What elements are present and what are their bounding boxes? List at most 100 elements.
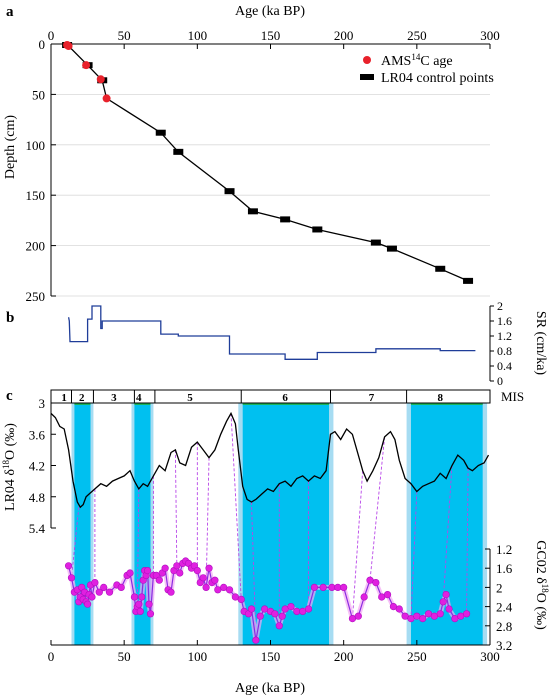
lr04-control-point xyxy=(247,208,258,215)
gc02-data-point xyxy=(64,562,73,570)
lr04-control-point xyxy=(173,148,184,155)
panel-b-ytick-label: 0 xyxy=(497,374,503,388)
gc02-data-point xyxy=(360,593,368,601)
gc02-data-point xyxy=(91,578,99,587)
panel-c-left-ytick-label: 5.4 xyxy=(29,521,46,536)
panel-c-left-ytick-label: 4.8 xyxy=(29,490,45,505)
gc02-data-point xyxy=(126,569,134,577)
gc02-data-point xyxy=(100,583,108,592)
gc02-data-point xyxy=(442,590,450,599)
lr04-control-point xyxy=(463,277,474,284)
gc02-data-point xyxy=(88,593,96,601)
gc02-data-point xyxy=(256,612,264,620)
mis-stage-label: 6 xyxy=(282,392,288,404)
lr04-control-point xyxy=(224,188,235,195)
gc02-data-point xyxy=(383,590,392,599)
gc02-data-point xyxy=(167,588,175,596)
panel-c-xtick-label: 0 xyxy=(48,649,55,664)
ams14c-age-point xyxy=(96,75,105,84)
gc02-data-point xyxy=(135,600,143,608)
gc02-data-point xyxy=(354,612,362,620)
panel-c-right-ytick-label: 2.4 xyxy=(496,600,513,615)
panel-c-oxygen-isotopes: 1 2 3 4 5 6 7 833.64.24.85.41.21.622.42.83.20 50… xyxy=(29,389,513,664)
mis-stage-label: 2 xyxy=(79,392,85,404)
panel-label-c: c xyxy=(6,388,13,404)
gc02-data-point xyxy=(225,586,234,594)
panel-label-a: a xyxy=(6,4,14,20)
panel-b-ytick-label: 1.6 xyxy=(497,314,512,328)
panel-a-ytick-label: 50 xyxy=(32,87,45,102)
correlation-tie-line xyxy=(230,413,242,600)
panel-a-xlabel: Age (ka BP) xyxy=(235,4,305,19)
panel-b-ytick-label: 0.4 xyxy=(497,359,512,373)
legend-lr04-marker xyxy=(360,74,374,80)
gc02-data-point xyxy=(439,598,447,606)
lr04-control-point xyxy=(386,245,397,252)
gc02-data-point xyxy=(143,566,152,575)
gc02-data-point xyxy=(278,612,286,620)
panel-a-xtick-label: 50 xyxy=(118,28,131,43)
panel-c-left-ytick-label: 3.6 xyxy=(29,427,46,442)
correlation-tie-line xyxy=(442,465,453,602)
panel-c-right-ytick-label: 2 xyxy=(496,580,503,595)
panel-a-ytick-label: 0 xyxy=(39,37,46,52)
gc02-data-point xyxy=(287,602,295,611)
mis-stage-label: 3 xyxy=(111,392,117,404)
gc02-data-point xyxy=(67,574,76,582)
panel-a-ytick-label: 150 xyxy=(26,188,46,203)
correlation-tie-line xyxy=(71,507,80,578)
panel-a-ytick-label: 100 xyxy=(26,138,46,153)
gc02-data-point xyxy=(436,610,444,618)
gc02-data-point xyxy=(83,600,92,608)
correlation-tie-line xyxy=(369,436,386,581)
sedimentation-rate-line xyxy=(67,305,476,360)
panel-a-ytick-label: 250 xyxy=(26,289,46,304)
gc02-data-point xyxy=(176,569,184,577)
panel-a-xtick-label: 100 xyxy=(188,28,208,43)
panel-c-right-ytick-label: 2.8 xyxy=(496,619,512,634)
panel-c-right-ytick-label: 1.2 xyxy=(496,542,512,557)
lr04-control-point xyxy=(312,226,323,233)
panel-label-b: b xyxy=(6,310,14,326)
mis-stage-label: 1 xyxy=(61,392,67,404)
panel-b-ytick-label: 1.2 xyxy=(497,329,512,343)
panel-c-right-ytick-label: 1.6 xyxy=(496,561,513,576)
glacial-shading xyxy=(74,403,91,645)
panel-c-xtick-label: 50 xyxy=(118,649,131,664)
gc02-data-point xyxy=(130,593,139,601)
gc02-data-point xyxy=(372,578,380,587)
panel-a-depth-age: 0 50 100 150 200 250 0 50 100 150 200 250 300 xyxy=(26,28,500,304)
panel-a-xtick-label: 300 xyxy=(480,28,500,43)
panel-a-xtick-label: 150 xyxy=(261,28,281,43)
panel-c-right-ylabel: GC02 δ18O (‰) xyxy=(533,540,550,630)
panel-a-xtick-label: 200 xyxy=(334,28,354,43)
panel-c-left-ylabel: LR04 δ18O (‰) xyxy=(1,423,18,511)
gc02-data-point xyxy=(271,610,279,618)
lr04-control-point xyxy=(435,265,446,272)
glacial-shading xyxy=(242,403,330,645)
lr04-control-point xyxy=(370,239,381,246)
gc02-data-point xyxy=(445,605,453,613)
gc02-data-point xyxy=(136,607,144,616)
panel-b-ylabel: SR (cm/ka) xyxy=(533,311,548,375)
panel-b-sedimentation-rate: 00.40.81.21.62 xyxy=(67,299,512,388)
correlation-tie-line xyxy=(410,491,418,619)
panel-a-ylabel: Depth (cm) xyxy=(3,115,18,179)
gc02-data-point xyxy=(340,583,348,592)
mis-stage-label: 5 xyxy=(187,392,193,404)
gc02-data-point xyxy=(161,564,169,572)
panel-b-ytick-label: 2 xyxy=(497,299,503,313)
gc02-data-point xyxy=(95,588,103,596)
panel-c-xtick-label: 200 xyxy=(334,649,354,664)
mis-stage-label: 8 xyxy=(437,392,443,404)
lr04-d18o-line xyxy=(50,411,490,509)
gc02-data-point xyxy=(395,605,403,613)
mis-label: MIS xyxy=(501,389,524,404)
gc02-data-point xyxy=(310,583,319,592)
mis-stage-label: 7 xyxy=(369,392,375,404)
gc02-data-point xyxy=(193,566,201,575)
legend-ams-marker xyxy=(363,56,371,64)
legend-lr04-label: LR04 control points xyxy=(381,71,494,86)
gc02-data-point xyxy=(145,600,153,608)
